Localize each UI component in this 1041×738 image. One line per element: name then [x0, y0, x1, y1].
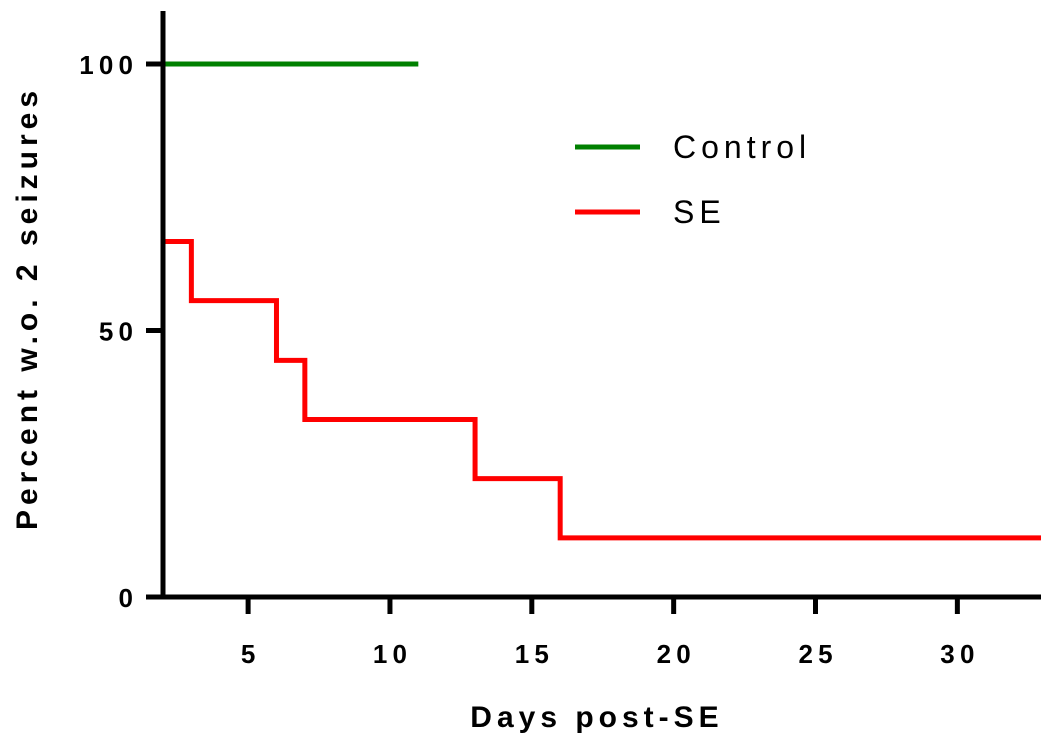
y-axis-title: Percent w.o. 2 seizures — [11, 86, 44, 530]
x-tick-label: 1 5 — [515, 639, 549, 669]
y-tick-label: 5 0 — [99, 317, 133, 347]
x-tick-label: 2 5 — [798, 639, 832, 669]
x-tick-label: 2 0 — [657, 639, 691, 669]
x-axis-title: Days post-SE — [470, 701, 723, 734]
ticks-layer: 5 1 0 1 5 2 0 2 5 3 0 0 5 0 1 0 0 — [79, 50, 974, 669]
axes-layer — [160, 11, 1041, 600]
y-tick-label: 1 0 0 — [79, 50, 133, 80]
x-tick-label: 5 — [241, 639, 255, 669]
series-layer — [163, 61, 1041, 541]
series-line-se — [163, 238, 1041, 541]
x-tick-label: 1 0 — [373, 639, 407, 669]
legend-label-control: Control — [673, 129, 811, 165]
y-tick-label: 0 — [119, 583, 133, 613]
x-tick-label: 3 0 — [940, 639, 974, 669]
legend: Control SE — [575, 129, 811, 230]
legend-label-se: SE — [673, 194, 726, 230]
